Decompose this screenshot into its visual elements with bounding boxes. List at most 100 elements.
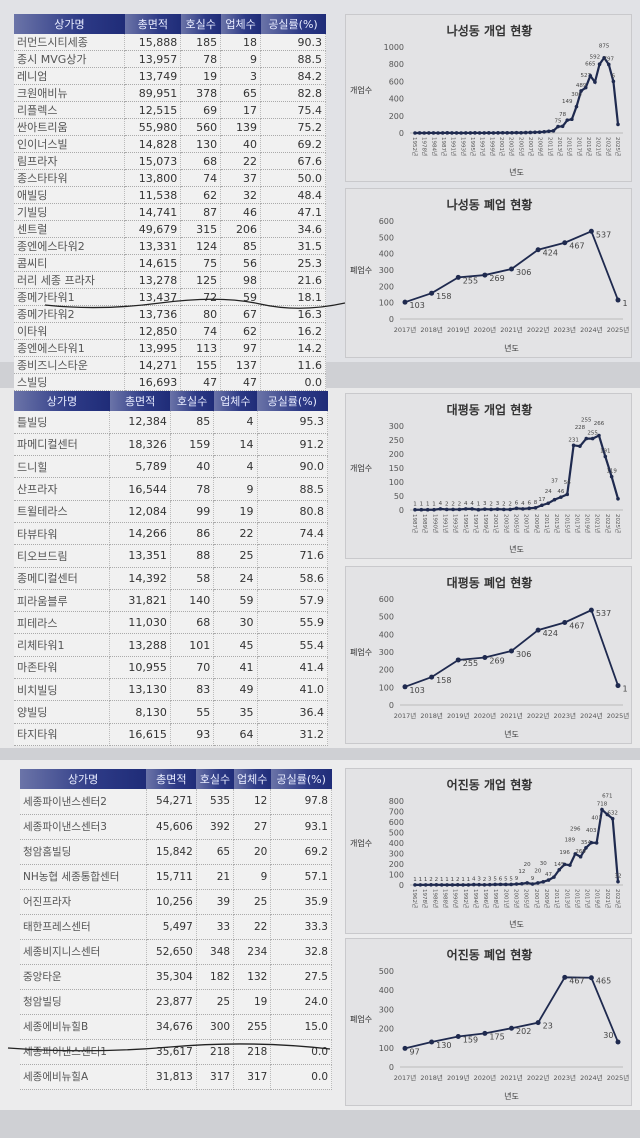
data-label: 2 <box>456 877 460 883</box>
data-label: 17 <box>538 497 545 503</box>
cell-business-count: 20 <box>233 839 272 865</box>
x-tick-label: 1991년 <box>450 137 458 156</box>
cell-total-area: 35,617 <box>146 1039 197 1065</box>
data-point <box>588 607 594 613</box>
data-label: 269 <box>489 656 504 665</box>
data-label: 1 <box>477 502 481 508</box>
data-label: 145 <box>554 862 565 868</box>
cell-room-count: 69 <box>180 101 222 119</box>
column-header-room-count: 호실수 <box>180 14 221 34</box>
cell-vacancy-rate: 41.0 <box>257 678 329 702</box>
y-tick-label: 250 <box>389 436 404 445</box>
cell-business-count: 218 <box>233 1039 272 1065</box>
cell-room-count: 33 <box>196 914 235 940</box>
data-label: 3 <box>496 501 500 507</box>
data-label: 202 <box>516 1027 531 1036</box>
cell-vacancy-rate: 0.0 <box>260 373 326 391</box>
table-row: 세종에비뉴힐B 34,676 300 255 15.0 <box>20 1014 332 1040</box>
data-label: 269 <box>489 274 504 283</box>
cell-room-count: 74 <box>180 322 222 340</box>
x-tick-label: 1962년 <box>411 889 419 908</box>
data-label: 46 <box>557 489 564 495</box>
data-point <box>546 129 551 134</box>
cell-vacancy-rate: 90.0 <box>257 455 329 479</box>
x-tick-label: 2023년 <box>604 137 612 156</box>
data-point <box>603 454 608 459</box>
cell-total-area: 13,130 <box>109 678 171 702</box>
table-row: 틀빌딩 12,384 85 4 95.3 <box>14 411 329 434</box>
table-header: 상가명 총면적 호실수 업체수 공실률(%) <box>20 769 332 789</box>
data-label: 1 <box>467 877 471 883</box>
data-label: 196 <box>559 850 570 856</box>
table-row: 파메디컬센터 18,326 159 14 91.2 <box>14 433 329 457</box>
cell-room-count: 185 <box>180 34 222 51</box>
data-point <box>615 1039 621 1045</box>
x-tick-label: 2019년 <box>585 137 593 156</box>
x-tick-label: 1988년 <box>441 889 449 908</box>
cell-room-count: 68 <box>170 611 215 635</box>
x-tick-label: 2019년 <box>584 514 592 533</box>
cell-vacancy-rate: 55.9 <box>257 611 329 635</box>
x-tick-label: 2021년 <box>500 1073 523 1082</box>
data-point <box>514 506 519 511</box>
cell-room-count: 83 <box>170 678 215 702</box>
y-tick-label: 500 <box>389 829 404 838</box>
cell-vacancy-rate: 55.4 <box>257 633 329 657</box>
column-header-business-count: 업체수 <box>233 769 271 789</box>
data-label: 30 <box>540 861 547 867</box>
table-row: 콤씨티 14,615 75 56 25.3 <box>14 254 326 272</box>
y-tick-label: 700 <box>389 808 404 817</box>
table-row: 타뷰타워 14,266 86 22 74.4 <box>14 522 329 546</box>
cell-business-count: 9 <box>213 477 258 501</box>
data-label: 1 <box>451 877 455 883</box>
data-point <box>509 648 514 654</box>
data-point <box>509 882 513 887</box>
y-tick-label: 200 <box>379 666 394 675</box>
x-tick-label: 2019년 <box>447 1073 470 1082</box>
cell-store-name: 드니힐 <box>14 455 111 479</box>
cell-vacancy-rate: 31.5 <box>260 237 326 255</box>
x-tick-label: 1984년 <box>430 137 438 156</box>
cell-room-count: 39 <box>196 889 235 915</box>
x-tick-label: 2011년 <box>553 889 561 908</box>
cell-room-count: 75 <box>180 254 222 272</box>
data-label: 1 <box>420 502 424 508</box>
table-row: 청암홈빌딩 15,842 65 20 69.2 <box>20 839 332 865</box>
x-tick-label: 2017년 <box>394 1073 417 1082</box>
y-tick-label: 100 <box>389 478 404 487</box>
data-point <box>616 122 620 127</box>
x-tick-label: 1997년 <box>479 137 487 156</box>
data-point <box>530 882 535 886</box>
column-header-total-area: 총면적 <box>109 391 171 411</box>
cell-total-area: 34,676 <box>146 1014 197 1040</box>
cell-vacancy-rate: 15.0 <box>270 1014 332 1040</box>
table-row: 트윌테라스 12,084 99 19 80.8 <box>14 500 329 523</box>
column-header-business-count: 업체수 <box>220 14 261 34</box>
y-tick-label: 600 <box>389 77 404 86</box>
cell-total-area: 45,606 <box>146 814 197 840</box>
table-row: 세종파이낸스센터2 54,271 535 12 97.8 <box>20 789 332 815</box>
data-point <box>491 131 496 135</box>
x-axis-label: 년도 <box>509 167 524 177</box>
data-label: 2 <box>458 501 462 507</box>
cell-business-count: 97 <box>220 339 262 357</box>
cell-total-area: 31,821 <box>109 589 171 613</box>
data-point <box>510 130 514 135</box>
y-axis-label: 개업수 <box>350 838 372 848</box>
data-label: 255 <box>463 276 478 285</box>
y-tick-label: 200 <box>389 112 404 121</box>
cell-store-name: 인이너스빌 <box>14 135 126 153</box>
data-label: 2 <box>502 501 506 507</box>
cell-store-name: 러먼드시티세종 <box>14 34 126 51</box>
y-tick-label: 0 <box>389 701 394 710</box>
y-tick-label: 0 <box>399 881 404 890</box>
cell-vacancy-rate: 74.4 <box>257 522 329 546</box>
y-tick-label: 100 <box>379 683 394 692</box>
table-row: 리플렉스 12,515 69 17 75.4 <box>14 101 326 119</box>
data-label: 1 <box>419 877 423 883</box>
cell-vacancy-rate: 14.2 <box>260 339 326 357</box>
table-row: 세종파이낸스센터3 45,606 392 27 93.1 <box>20 814 332 840</box>
data-point <box>468 131 473 135</box>
cell-room-count: 560 <box>180 118 222 136</box>
cell-store-name: 세종에비뉴힐A <box>20 1064 147 1090</box>
